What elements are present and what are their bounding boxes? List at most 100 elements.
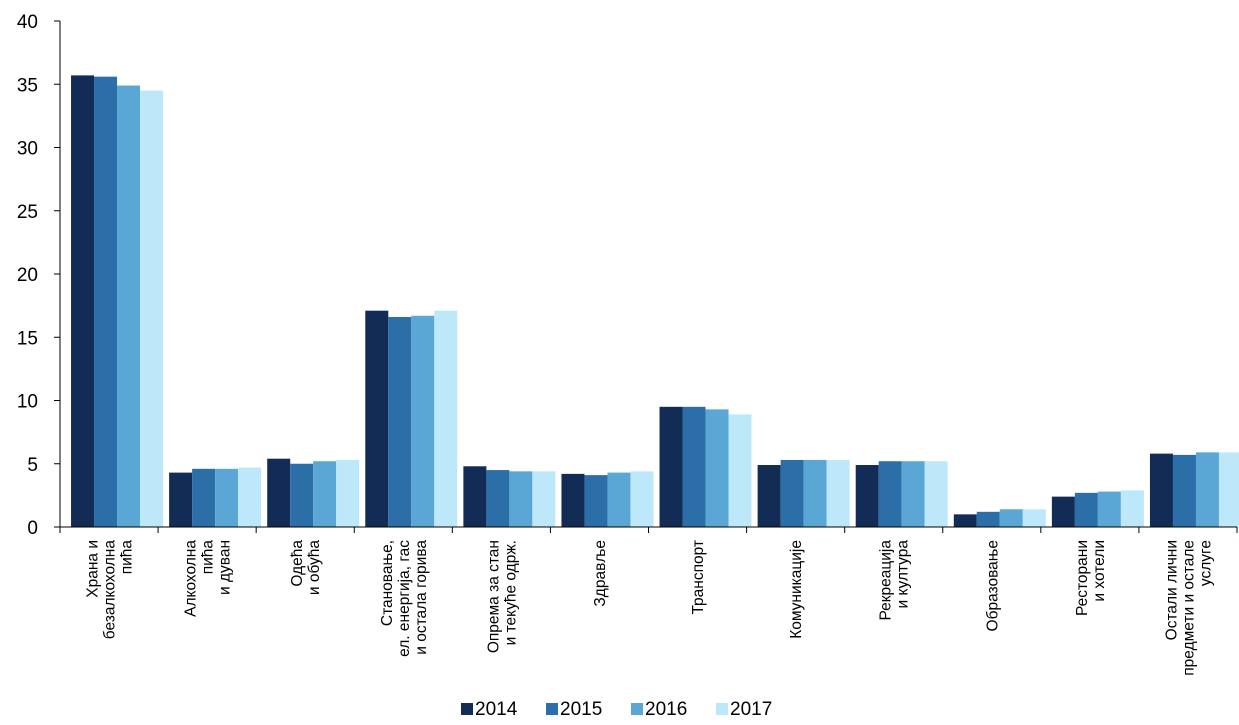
bar-2014-7	[757, 465, 781, 527]
legend-swatch-2016	[631, 703, 643, 715]
bar-2015-0	[94, 76, 118, 527]
category-label-5: Здравље	[592, 540, 609, 607]
bar-2015-5	[584, 475, 608, 527]
bar-2014-3	[365, 310, 389, 527]
bar-2015-2	[290, 463, 314, 527]
bar-2017-9	[1022, 509, 1046, 527]
category-label-line: безалкохолна	[102, 540, 119, 640]
bar-2016-10	[1097, 491, 1121, 527]
legend-label-2014: 2014	[475, 699, 518, 720]
bar-2016-5	[607, 472, 631, 527]
legend-label-2015: 2015	[560, 699, 602, 720]
y-tick-labels: 0 5 10 15 20 25 30 35 40	[17, 12, 38, 539]
bar-2015-6	[682, 406, 706, 527]
category-label-line: пића	[119, 540, 136, 575]
axes-layer	[54, 20, 1238, 533]
category-label-line: и култура	[895, 540, 912, 609]
bar-2016-3	[411, 315, 435, 527]
legend: 2014 2015 2016 2017	[461, 699, 772, 720]
bar-2014-2	[267, 458, 291, 527]
legend-label-2017: 2017	[730, 699, 772, 720]
category-label-line: ел. енергија, гас	[396, 540, 413, 657]
bar-2017-7	[826, 459, 850, 527]
category-label-line: и хотели	[1091, 540, 1108, 602]
category-label-line: Рекреација	[878, 540, 895, 621]
category-label-line: предмети и остале	[1180, 540, 1197, 676]
category-label-10: Ресторани и хотели	[1074, 540, 1108, 616]
bar-2014-4	[463, 466, 487, 527]
y-tick-label: 20	[17, 265, 38, 286]
bar-2016-0	[117, 85, 141, 528]
category-label-line: Одећа	[289, 540, 306, 587]
y-tick-label: 5	[27, 455, 38, 476]
category-label-line: Алкохолна	[183, 540, 200, 617]
category-label-line: и текуће одрж.	[502, 540, 519, 645]
category-label-line: Становање,	[379, 540, 396, 626]
y-tick-label: 15	[17, 328, 38, 349]
bar-2015-3	[388, 317, 412, 527]
y-tick-label: 0	[27, 518, 38, 539]
category-label-line: и дуван	[217, 540, 234, 595]
bar-2015-1	[192, 468, 216, 527]
bar-2017-0	[140, 90, 164, 527]
category-label-9: Образовање	[984, 540, 1001, 631]
category-label-line: Остали лични	[1163, 540, 1180, 640]
legend-label-2016: 2016	[645, 699, 687, 720]
bar-2017-11	[1218, 452, 1239, 527]
bar-2016-1	[215, 468, 239, 527]
category-labels: Храна и безалкохолна пића Алкохолна пића и ду…	[85, 540, 1215, 676]
category-label-3: Становање, ел. енергија, гас и остала гори…	[379, 540, 430, 657]
bar-2017-3	[434, 310, 458, 527]
category-label-1: Алкохолна пића и дуван	[183, 540, 234, 617]
y-tick-label: 40	[17, 12, 38, 33]
bar-2017-4	[532, 471, 556, 527]
bar-2014-11	[1149, 453, 1173, 527]
bar-2017-5	[630, 471, 654, 527]
y-tick-label: 10	[17, 392, 38, 413]
category-label-8: Рекреација и култура	[878, 540, 912, 621]
bar-2017-1	[238, 467, 262, 527]
category-label-line: Храна и	[85, 540, 102, 598]
bar-2016-4	[509, 471, 533, 527]
category-label-line: Опрема за стан	[485, 540, 502, 653]
category-label-line: Образовање	[984, 540, 1001, 631]
category-label-line: Комуникације	[788, 540, 805, 639]
category-label-0: Храна и безалкохолна пића	[85, 540, 136, 640]
bar-2014-6	[659, 406, 683, 527]
bar-2016-7	[803, 459, 827, 527]
bar-2014-8	[855, 465, 879, 527]
category-label-4: Опрема за стан и текуће одрж.	[485, 540, 519, 653]
bar-2014-0	[71, 75, 95, 527]
legend-swatch-2015	[546, 703, 558, 715]
bar-2014-1	[169, 472, 193, 527]
category-label-line: услуге	[1197, 540, 1214, 586]
bar-2014-10	[1051, 496, 1075, 527]
category-label-line: и остала горива	[413, 540, 430, 655]
bar-2015-4	[486, 470, 510, 527]
category-label-line: Здравље	[592, 540, 609, 607]
bar-2015-11	[1172, 454, 1196, 527]
bar-2016-11	[1195, 452, 1219, 527]
category-label-line: пића	[200, 540, 217, 575]
bar-2017-10	[1120, 490, 1144, 527]
category-label-6: Транспорт	[690, 540, 707, 615]
bar-2014-5	[561, 473, 585, 527]
bar-2014-9	[953, 514, 977, 527]
y-tick-label: 30	[17, 139, 38, 160]
bar-2016-2	[313, 461, 337, 527]
category-label-line: Транспорт	[690, 540, 707, 615]
y-tick-label: 25	[17, 202, 38, 223]
category-label-line: Ресторани	[1074, 540, 1091, 616]
bar-2016-6	[705, 409, 729, 527]
bar-2016-9	[999, 509, 1023, 527]
bar-2017-2	[336, 459, 360, 527]
bar-2015-7	[780, 459, 804, 527]
legend-swatch-2017	[716, 703, 728, 715]
bar-2015-10	[1074, 492, 1098, 527]
bars-layer	[71, 75, 1239, 528]
y-tick-label: 35	[17, 75, 38, 96]
bar-2015-8	[878, 461, 902, 527]
category-label-7: Комуникације	[788, 540, 805, 639]
